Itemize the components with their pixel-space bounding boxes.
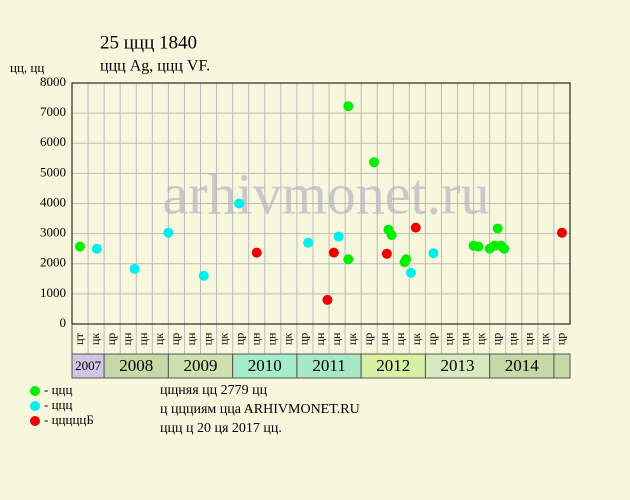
year-label: 2013 [441,356,475,375]
point [322,294,333,305]
legend-marker [30,386,40,396]
point [386,230,397,241]
point [234,198,245,209]
point [401,254,412,265]
y-tick-label: 3000 [40,225,66,240]
point [428,248,439,259]
legend-marker [30,401,40,411]
x-tick-label: цр [297,333,311,345]
year-label: 2008 [119,356,153,375]
x-tick-label: цн [265,332,279,345]
x-tick-label: цн [441,332,455,345]
point [303,237,314,248]
x-tick-label: цк [345,333,359,345]
x-tick-label: цр [168,333,182,345]
x-tick-label: цн [377,332,391,345]
x-tick-label: цр [489,333,503,345]
point [251,247,262,258]
x-tick-label: цр [425,333,439,345]
year-label: 2014 [505,356,540,375]
y-tick-label: 6000 [40,134,66,149]
x-tick-label: цн [184,332,198,345]
x-tick-label: цк [216,333,230,345]
y-tick-label: 0 [60,315,67,330]
point [343,101,354,112]
year-band [360,353,426,379]
point [75,241,86,252]
point [129,263,140,274]
x-tick-label: цн [200,332,214,345]
watermark: arhivmonet.ru [163,161,490,226]
year-band [553,353,571,379]
point [369,157,380,168]
y-axis-label: цц, цц [10,60,44,75]
x-tick-label: цн [457,332,471,345]
x-tick-label: цк [473,333,487,345]
point [499,243,510,254]
point [492,223,503,234]
legend-marker [30,416,40,426]
x-tick-label: цт [72,332,86,344]
point [405,267,416,278]
x-tick-label: цр [232,333,246,345]
y-tick-label: 5000 [40,164,66,179]
point [328,247,339,258]
point [381,248,392,259]
x-tick-label: цн [136,332,150,345]
x-tick-label: цр [104,333,118,345]
x-tick-label: цк [409,333,423,345]
point [410,222,421,233]
point [163,227,174,238]
legend-label: - ццц [44,397,72,412]
year-band [71,353,105,379]
year-label: 2009 [184,356,218,375]
x-tick-label: цн [329,332,343,345]
year-label: 2012 [376,356,410,375]
year-band [489,353,555,379]
year-band [424,353,491,379]
y-tick-label: 8000 [40,74,66,89]
year-band [167,353,234,379]
note: ц ццциям ццa ARHIVMONET.RU [160,402,360,417]
x-tick-label: цк [281,333,295,345]
legend-label: - цццццБ [44,412,94,427]
point [343,254,354,265]
x-tick-label: цн [393,332,407,345]
point [198,270,209,281]
x-tick-label: цн [522,332,536,345]
y-tick-label: 1000 [40,285,66,300]
x-tick-label: цр [554,333,568,345]
chart-title: 25 ццц 1840 [100,32,197,53]
x-tick-label: цр [361,333,375,345]
point [473,241,484,252]
x-tick-label: цк [88,333,102,345]
x-tick-label: цн [120,332,134,345]
x-tick-label: цн [313,332,327,345]
year-label: 2011 [312,356,345,375]
year-band [296,353,362,379]
plot-border [71,82,571,325]
y-tick-label: 2000 [40,255,66,270]
x-tick-label: цн [506,332,520,345]
note: цщняя цц 2779 цц [160,383,268,398]
chart-subtitle: ццц Ag, ццц VF. [100,58,210,75]
y-tick-label: 4000 [40,194,66,209]
year-label: 2007 [75,358,102,373]
point [556,227,567,238]
y-tick-label: 7000 [40,104,66,119]
x-tick-label: цк [538,333,552,345]
x-tick-label: цк [152,333,166,345]
year-label: 2010 [248,356,282,375]
point [91,243,102,254]
point [333,231,344,242]
note: ццц ц 20 ця 2017 цц. [160,421,282,436]
x-tick-label: цн [248,332,262,345]
year-band [103,353,169,379]
legend-label: - ццц [44,382,72,397]
